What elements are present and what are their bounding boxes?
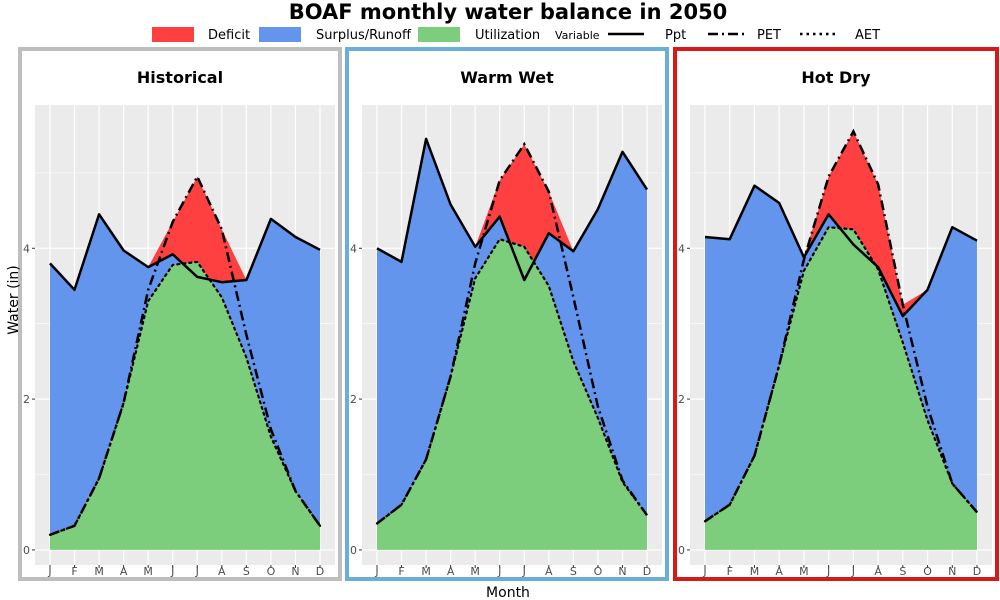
ppt-line bbox=[49, 213, 321, 292]
y-tick-label: 4 bbox=[23, 242, 30, 255]
x-tick-label: D bbox=[316, 565, 324, 578]
legend-line-label-1: Ppt bbox=[665, 28, 686, 43]
y-tick-label: 4 bbox=[678, 242, 685, 255]
legend-line-label-3: AET bbox=[855, 28, 880, 43]
pet-line bbox=[376, 141, 649, 525]
legend-swatch-2 bbox=[259, 27, 301, 42]
x-tick-label: F bbox=[727, 565, 733, 578]
x-tick-label: M bbox=[421, 565, 431, 578]
x-tick-label: M bbox=[143, 565, 153, 578]
ppt-line bbox=[376, 137, 649, 282]
surplus-area bbox=[705, 185, 977, 522]
surplus-area bbox=[50, 214, 320, 535]
panel-historical: Historical 0 2 4 J F M A M J J A S O N D bbox=[18, 47, 342, 581]
utilization-area bbox=[377, 239, 647, 550]
panel-hot-dry: Hot Dry 0 2 4 J F M A M J J A S O N D bbox=[673, 47, 999, 581]
panel-title: Hot Dry bbox=[801, 68, 871, 87]
legend-line-label-2: PET bbox=[757, 28, 781, 43]
legend-label-1: Deficit bbox=[208, 28, 250, 43]
x-tick-label: J bbox=[702, 565, 706, 578]
legend-variable-title: Variable bbox=[555, 29, 600, 42]
y-tick-label: 2 bbox=[350, 393, 357, 406]
x-tick-label: M bbox=[750, 565, 760, 578]
x-tick-label: M bbox=[94, 565, 104, 578]
y-axis-label: Water (in) bbox=[6, 265, 22, 335]
x-tick-label: J bbox=[522, 565, 526, 578]
panel-border bbox=[345, 47, 669, 581]
y-tick-label: 0 bbox=[23, 544, 30, 557]
x-tick-label: N bbox=[618, 565, 626, 578]
x-tick-label: D bbox=[643, 565, 651, 578]
legend: Deficit Surplus/Runoff Utilization Variable… bbox=[152, 27, 880, 43]
x-tick-label: S bbox=[243, 565, 250, 578]
x-tick-label: A bbox=[775, 565, 783, 578]
legend-label-3: Utilization bbox=[475, 28, 540, 43]
y-tick-label: 0 bbox=[350, 544, 357, 557]
x-tick-label: A bbox=[218, 565, 226, 578]
x-tick-label: O bbox=[267, 565, 276, 578]
x-tick-label: A bbox=[874, 565, 882, 578]
legend-swatch-3 bbox=[418, 27, 460, 42]
x-tick-label: J bbox=[851, 565, 855, 578]
x-tick-label: F bbox=[71, 565, 77, 578]
chart-title: BOAF monthly water balance in 2050 bbox=[289, 0, 728, 24]
x-tick-label: D bbox=[973, 565, 981, 578]
panel-title: Historical bbox=[137, 68, 223, 87]
panel-border bbox=[18, 47, 342, 581]
x-tick-label: O bbox=[923, 565, 932, 578]
utilization-area bbox=[705, 227, 977, 550]
x-tick-label: M bbox=[470, 565, 480, 578]
x-tick-label: A bbox=[120, 565, 128, 578]
x-tick-label: F bbox=[398, 565, 404, 578]
panel-warm-wet: Warm Wet 0 2 4 J F M A M J J A S O N D bbox=[345, 47, 669, 581]
ppt-line bbox=[704, 184, 978, 318]
pet-line bbox=[704, 128, 978, 523]
aet-line bbox=[375, 237, 649, 525]
x-tick-label: S bbox=[899, 565, 906, 578]
y-tick-label: 4 bbox=[350, 242, 357, 255]
legend-label-2: Surplus/Runoff bbox=[316, 28, 412, 43]
x-tick-label: S bbox=[570, 565, 577, 578]
facet-panels: Historical 0 2 4 J F M A M J J A S O N D Warm Wet 0 2 4 J F M A… bbox=[18, 47, 999, 581]
x-tick-label: A bbox=[447, 565, 455, 578]
y-tick-label: 0 bbox=[678, 544, 685, 557]
x-tick-label: J bbox=[826, 565, 830, 578]
x-tick-label: J bbox=[170, 565, 174, 578]
x-tick-label: O bbox=[594, 565, 603, 578]
x-tick-label: J bbox=[374, 565, 378, 578]
x-axis-label: Month bbox=[486, 585, 530, 600]
legend-swatch-1 bbox=[152, 27, 194, 42]
x-tick-label: A bbox=[545, 565, 553, 578]
x-tick-label: J bbox=[47, 565, 51, 578]
y-tick-label: 2 bbox=[23, 393, 30, 406]
surplus-area bbox=[377, 138, 647, 524]
utilization-area bbox=[50, 261, 320, 550]
x-tick-label: J bbox=[497, 565, 501, 578]
y-tick-label: 2 bbox=[678, 393, 685, 406]
x-tick-label: N bbox=[291, 565, 299, 578]
x-tick-label: M bbox=[799, 565, 809, 578]
aet-line bbox=[48, 260, 322, 536]
x-tick-label: N bbox=[948, 565, 956, 578]
panel-title: Warm Wet bbox=[460, 68, 554, 87]
x-tick-label: J bbox=[195, 565, 199, 578]
panel-border bbox=[673, 47, 999, 581]
